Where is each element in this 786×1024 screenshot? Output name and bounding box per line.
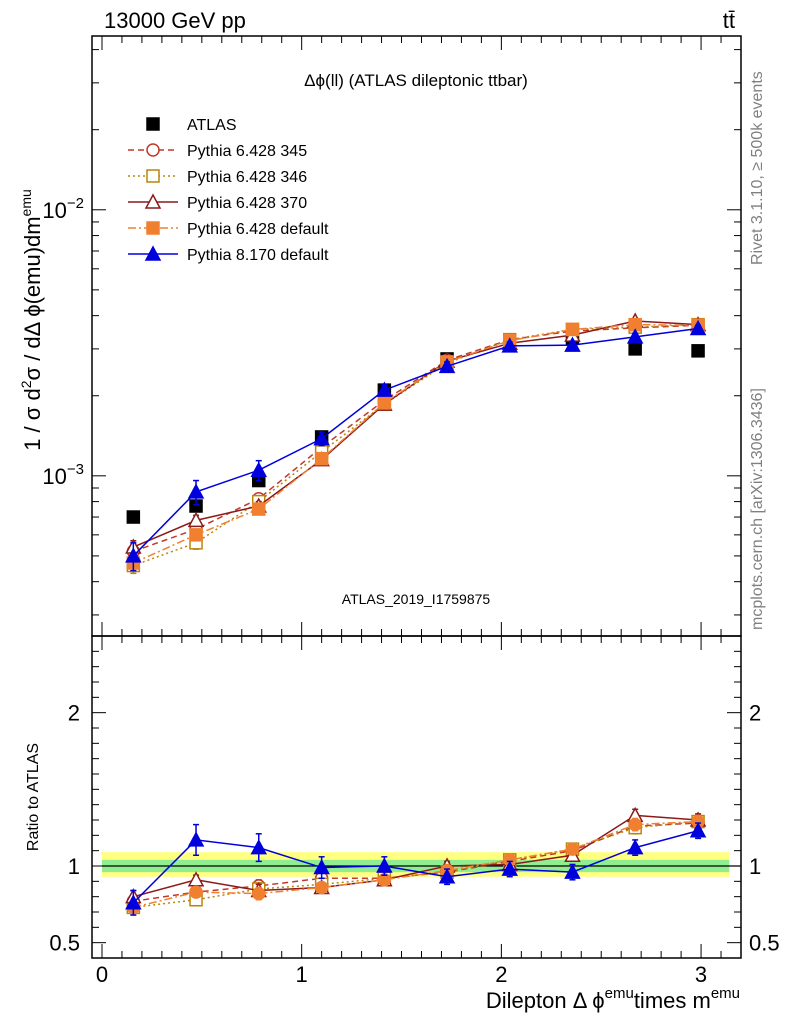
series-2 (126, 317, 705, 575)
triangle-marker (313, 430, 330, 446)
square-marker (628, 342, 642, 356)
series-1 (126, 318, 705, 559)
y-tick-label: 1 (68, 854, 80, 879)
circle-marker (628, 817, 642, 832)
square-marker (377, 396, 392, 410)
triangle-marker (187, 511, 205, 528)
series-4 (125, 822, 707, 916)
series-line (133, 820, 699, 909)
triangle-marker (501, 337, 519, 353)
triangle-marker (144, 193, 162, 209)
x-tick-label: 3 (695, 962, 707, 987)
circle-marker (189, 885, 203, 899)
series-line (133, 814, 699, 898)
triangle-marker (564, 863, 581, 879)
triangle-marker (187, 831, 205, 847)
series-0 (126, 331, 705, 524)
plot-frame (91, 635, 742, 959)
triangle-marker (501, 860, 519, 876)
square-marker (691, 344, 705, 358)
legend-entry: Pythia 6.428 345 (187, 143, 307, 160)
triangle-marker (376, 381, 393, 397)
series-line (133, 323, 699, 567)
triangle-marker (438, 868, 456, 884)
analysis-label: ATLAS_2019_I1759875 (342, 591, 491, 607)
triangle-marker (626, 328, 644, 344)
circle-marker (251, 886, 266, 901)
series-line (133, 822, 699, 903)
square-marker (126, 510, 141, 524)
ratio-plot-panel: 0.5 0.5 1 1 2 2 0 1 2 3 Ratio to ATLAS Dilepton Δ ϕ… (25, 635, 780, 1013)
triangle-marker (689, 319, 707, 336)
triangle-marker (376, 857, 393, 873)
ratio-y-axis-label: Ratio to ATLAS (25, 743, 42, 851)
circle-marker (146, 143, 160, 157)
square-marker (251, 502, 266, 516)
y-tick-label-right: 0.5 (749, 931, 780, 956)
legend-entry: Pythia 6.428 346 (187, 169, 307, 186)
circle-marker (565, 842, 580, 856)
triangle-marker (125, 547, 142, 563)
y-tick-label-right: 2 (749, 701, 761, 726)
triangle-marker (125, 894, 142, 910)
square-marker (189, 528, 203, 542)
y-tick-label: 0.5 (49, 931, 80, 956)
plot-title: Δϕ(ll) (ATLAS dileptonic ttbar) (304, 71, 528, 90)
y-axis-label: 1 / σ d2σ / dΔ ϕ(emu)dmemu (18, 189, 45, 451)
y-tick-label: 10−2 (42, 195, 84, 223)
legend-entry: ATLAS (187, 117, 237, 134)
series-line (132, 830, 699, 904)
main-plot-panel: 10−3 10−2 Δϕ(ll) (ATLAS dileptonic ttbar) A… (18, 35, 742, 637)
square-marker (146, 169, 160, 183)
triangle-marker (313, 858, 330, 875)
process-label: tt̄ (723, 8, 735, 33)
series-line (133, 320, 699, 548)
triangle-marker (187, 483, 205, 499)
circle-marker (314, 880, 329, 895)
legend-entry: Pythia 8.170 default (187, 247, 329, 264)
legend-entry: Pythia 6.428 370 (187, 195, 307, 212)
rivet-version-label: Rivet 3.1.10, ≥ 500k events (749, 71, 766, 265)
series-line (132, 327, 699, 557)
y-tick-label: 10−3 (42, 461, 84, 489)
series-line (133, 323, 699, 564)
triangle-marker (438, 357, 456, 374)
series-3 (125, 312, 707, 555)
triangle-marker (144, 245, 162, 261)
x-axis-label: Dilepton Δ ϕemutimes memu (486, 985, 740, 1013)
series-4 (126, 317, 705, 572)
y-tick-label-right: 1 (749, 854, 761, 879)
square-marker (314, 451, 329, 466)
x-tick-label: 2 (495, 962, 507, 987)
series-5 (125, 319, 707, 572)
legend: ATLAS Pythia 6.428 345 Pythia 6.428 346 Pyt… (128, 117, 329, 264)
x-tick-label: 1 (296, 962, 308, 987)
legend-entry: Pythia 6.428 default (187, 221, 329, 238)
series-line (133, 324, 699, 553)
mcplots-label: mcplots.cern.ch [arXiv:1306.3436] (749, 388, 766, 630)
square-marker (565, 322, 580, 337)
triangle-marker (564, 336, 581, 352)
triangle-marker (689, 822, 707, 838)
x-tick-label: 0 (96, 962, 108, 987)
square-marker (146, 117, 160, 131)
energy-label: 13000 GeV pp (104, 8, 246, 33)
triangle-marker (626, 839, 644, 855)
triangle-marker (250, 461, 267, 477)
square-marker (146, 221, 160, 235)
triangle-marker (250, 839, 267, 855)
y-tick-label: 2 (68, 701, 80, 726)
